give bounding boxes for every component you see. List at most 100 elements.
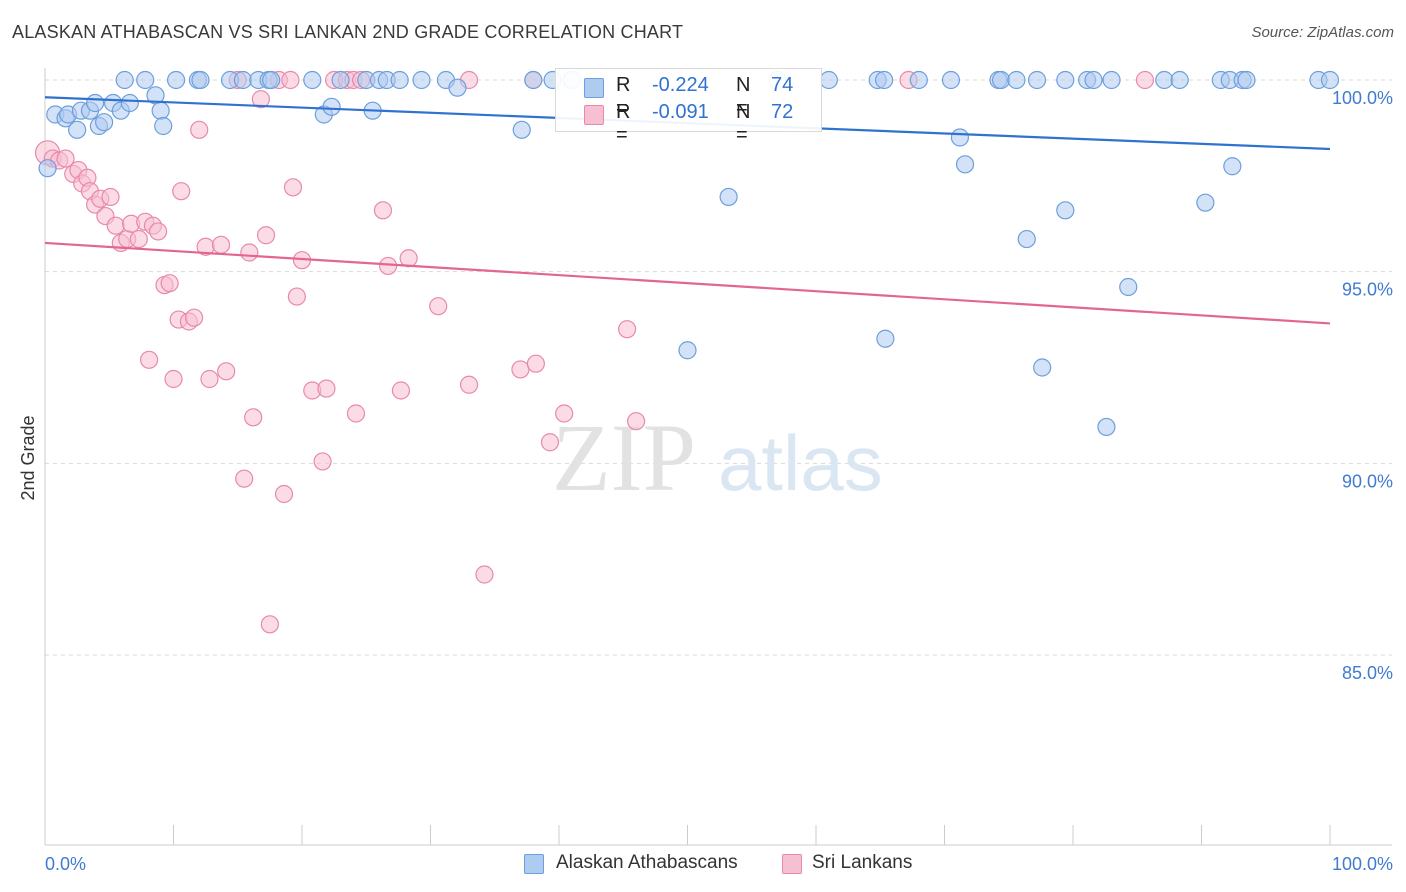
athabascan-point <box>524 70 543 90</box>
srilankan-point <box>287 287 306 306</box>
athabascan-point <box>1170 70 1189 90</box>
athabascan-point <box>876 329 895 348</box>
athabascan-point <box>262 70 281 90</box>
source-label: Source: ZipAtlas.com <box>1251 24 1394 41</box>
axis-labels: 100.0% 95.0% 90.0% 85.0% 0.0% 100.0% <box>45 88 1393 874</box>
srilankan-point <box>251 90 270 109</box>
athabascan-point <box>95 113 114 132</box>
y-axis-title: 2nd Grade <box>18 415 38 500</box>
athabascan-point <box>115 70 134 90</box>
y-tick-label: 95.0% <box>1342 280 1393 300</box>
athabascan-point <box>1027 70 1047 90</box>
athabascan-point <box>955 155 975 174</box>
srilankan-point <box>148 222 168 241</box>
athabascan-point <box>1102 70 1121 90</box>
bottom-swatch-pink <box>782 854 802 874</box>
athabascan-point <box>1084 70 1103 90</box>
athabascan-point <box>941 70 961 90</box>
srilankan-point <box>555 404 574 423</box>
srilankan-point <box>511 360 530 379</box>
x-tick-label: 0.0% <box>45 854 86 874</box>
y-tick-label: 85.0% <box>1342 663 1393 683</box>
stats-legend: R = -0.224 N = 74 R = -0.091 N = 72 <box>555 68 822 146</box>
athabascan-point <box>991 70 1011 90</box>
legend-n-label: N = <box>736 74 751 119</box>
srilankan-point <box>526 354 545 373</box>
athabascan-point <box>38 159 57 178</box>
srilankan-point <box>160 274 179 293</box>
legend-n-value: 72 <box>771 101 794 123</box>
athabascan-point <box>1237 70 1256 90</box>
athabascan-point <box>678 341 697 360</box>
legend-r-value: -0.224 <box>652 74 709 96</box>
athabascan-point <box>1007 70 1026 90</box>
legend-r-label: R = <box>616 101 631 146</box>
athabascan-point <box>1119 277 1138 297</box>
athabascan-point <box>412 70 431 90</box>
athabascan-point <box>390 70 409 90</box>
srilankan-point <box>256 226 276 245</box>
srilankan-point <box>281 70 300 90</box>
data-points <box>34 70 1340 634</box>
athabascan-point <box>819 70 838 90</box>
srilankan-point <box>626 412 646 431</box>
srilankan-point <box>346 404 366 423</box>
srilankan-point <box>106 216 125 235</box>
srilankan-point <box>129 229 148 249</box>
srilankan-point <box>399 249 418 268</box>
legend-n-label: N = <box>736 101 751 146</box>
athabascan-point <box>1196 193 1215 212</box>
srilankan-trend-line <box>44 241 1331 325</box>
athabascan-point <box>136 70 155 90</box>
athabascan-point <box>448 78 467 97</box>
legend-swatch-blue <box>584 78 604 98</box>
srilankan-point <box>618 320 637 339</box>
legend-swatch-pink <box>584 105 604 125</box>
srilankan-point <box>540 433 560 452</box>
srilankan-point <box>283 178 303 197</box>
srilankan-point <box>211 235 231 254</box>
bottom-swatch-blue <box>524 854 544 874</box>
chart-title: ALASKAN ATHABASCAN VS SRI LANKAN 2ND GRA… <box>12 22 684 42</box>
athabascan-point <box>166 70 186 90</box>
athabascan-point <box>909 70 928 90</box>
srilankan-point <box>373 201 393 220</box>
srilankan-point <box>139 350 159 369</box>
athabascan-point <box>1097 417 1116 437</box>
athabascan-point <box>151 101 170 120</box>
athabascan-point <box>1223 157 1242 176</box>
gridlines <box>45 79 1392 656</box>
srilankan-point <box>172 182 191 201</box>
srilankan-point <box>217 362 236 381</box>
y-tick-label: 100.0% <box>1332 88 1393 108</box>
srilankan-point <box>240 243 259 262</box>
athabascan-point <box>86 93 105 113</box>
srilankan-point <box>274 484 294 504</box>
athabascan-point <box>303 70 322 90</box>
watermark-zip: ZIP <box>552 404 696 511</box>
srilankan-point <box>391 381 411 400</box>
athabascan-point <box>191 70 210 90</box>
athabascan-point <box>512 120 531 139</box>
srilankan-point <box>1135 70 1155 90</box>
athabascan-point <box>331 70 350 90</box>
athabascan-point <box>875 70 894 90</box>
athabascan-point <box>1320 70 1340 90</box>
srilankan-point <box>190 120 209 139</box>
athabascan-point <box>719 187 738 207</box>
athabascan-point <box>950 128 970 147</box>
srilankan-point <box>200 369 219 389</box>
athabascan-point <box>68 120 87 139</box>
srilankan-point <box>317 379 336 398</box>
bottom-legend-label: Sri Lankans <box>812 852 913 873</box>
athabascan-point <box>1017 229 1036 249</box>
athabascan-point <box>1056 70 1075 90</box>
athabascan-point <box>120 93 139 113</box>
athabascan-point <box>154 116 173 136</box>
srilankan-point <box>260 615 279 634</box>
legend-n-value: 74 <box>771 74 794 96</box>
axes <box>44 68 1392 846</box>
athabascan-point <box>233 70 252 90</box>
srilankan-point <box>378 256 398 276</box>
